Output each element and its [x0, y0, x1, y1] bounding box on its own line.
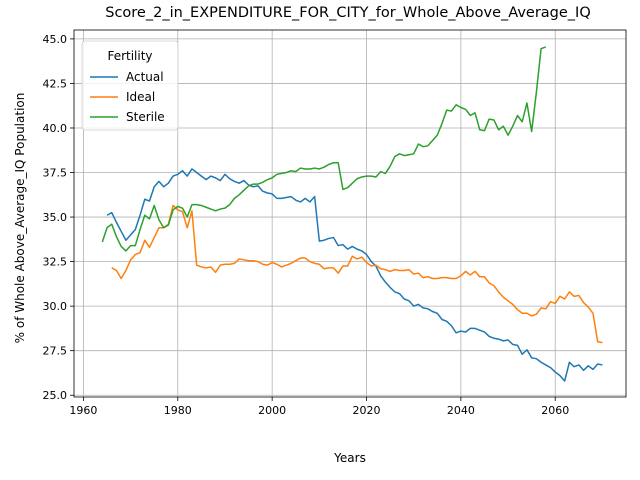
- series-layer: [101, 46, 603, 382]
- y-tick-label: 32.5: [43, 256, 68, 269]
- x-axis-ticks: 1960 1980 2000 2020 2040 2060: [69, 397, 569, 417]
- x-axis-label: Years: [333, 451, 366, 465]
- legend: Fertility Actual Ideal Sterile: [81, 40, 179, 131]
- y-tick-label: 30.0: [43, 300, 68, 313]
- y-tick-label: 35.0: [43, 211, 68, 224]
- legend-label-ideal: Ideal: [126, 90, 155, 104]
- x-tick-label: 1980: [164, 404, 192, 417]
- series-line-ideal: [111, 204, 603, 344]
- legend-label-actual: Actual: [126, 70, 164, 84]
- chart-title: Score_2_in_EXPENDITURE_FOR_CITY_for_Whol…: [105, 5, 591, 21]
- x-tick-label: 2060: [541, 404, 569, 417]
- legend-box: [81, 40, 179, 131]
- y-tick-label: 40.0: [43, 122, 68, 135]
- y-tick-label: 45.0: [43, 33, 68, 46]
- y-axis-label: % of Whole Above_Average_IQ Population: [13, 93, 27, 344]
- x-tick-label: 1960: [69, 404, 97, 417]
- x-tick-label: 2000: [258, 404, 286, 417]
- y-tick-label: 37.5: [43, 167, 68, 180]
- series-line-actual: [106, 168, 603, 382]
- y-axis-ticks: 25.0 27.5 30.0 32.5 35.0 37.5 40.0 42.5 45.0: [43, 33, 74, 402]
- x-tick-label: 2040: [447, 404, 475, 417]
- plot-frame: [73, 29, 627, 398]
- x-tick-label: 2020: [353, 404, 381, 417]
- y-tick-label: 42.5: [43, 77, 68, 90]
- legend-title: Fertility: [107, 49, 152, 63]
- series-line-sterile: [101, 46, 547, 252]
- y-tick-label: 25.0: [43, 389, 68, 402]
- legend-label-sterile: Sterile: [126, 110, 165, 124]
- y-tick-label: 27.5: [43, 345, 68, 358]
